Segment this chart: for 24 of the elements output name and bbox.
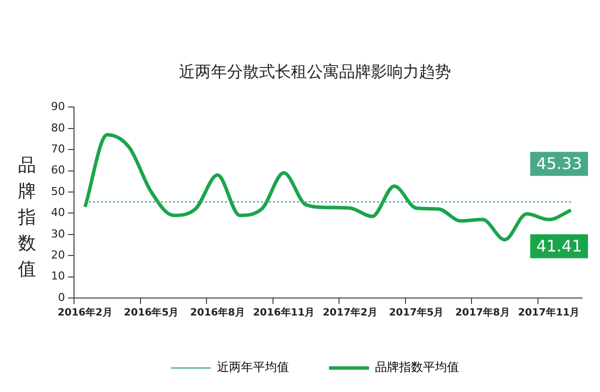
- x-tick-label: 2016年2月: [58, 306, 112, 319]
- x-tick-label: 2017年5月: [388, 306, 444, 319]
- y-tick-label: 60: [50, 164, 65, 177]
- data-label: 41.41: [536, 236, 582, 256]
- data-label: 45.33: [536, 154, 582, 174]
- y-axis-title: 品牌指数值: [17, 154, 37, 282]
- y-tick-label: 20: [50, 248, 65, 262]
- x-tick-label: 2016年8月: [190, 306, 245, 319]
- y-tick-label: 0: [58, 290, 65, 304]
- legend-label: 品牌指数平均值: [375, 360, 459, 374]
- y-tick-label: 30: [50, 227, 65, 240]
- y-tick-label: 80: [50, 121, 65, 134]
- x-tick-label: 2017年8月: [455, 306, 510, 319]
- y-tick-label: 40: [50, 206, 65, 220]
- y-tick-label: 90: [50, 100, 65, 114]
- x-tick-label: 2016年11月: [252, 306, 315, 319]
- x-tick-label: 2017年11月: [518, 306, 580, 319]
- x-tick-label: 2016年5月: [124, 306, 179, 319]
- legend-label: 近两年平均值: [217, 360, 289, 374]
- y-tick-label: 50: [50, 184, 65, 198]
- x-tick-label: 2017年2月: [322, 306, 378, 319]
- y-tick-label: 10: [50, 270, 65, 283]
- chart-title: 近两年分散式长租公寓品牌影响力趋势: [179, 62, 451, 81]
- y-tick-label: 70: [50, 142, 65, 156]
